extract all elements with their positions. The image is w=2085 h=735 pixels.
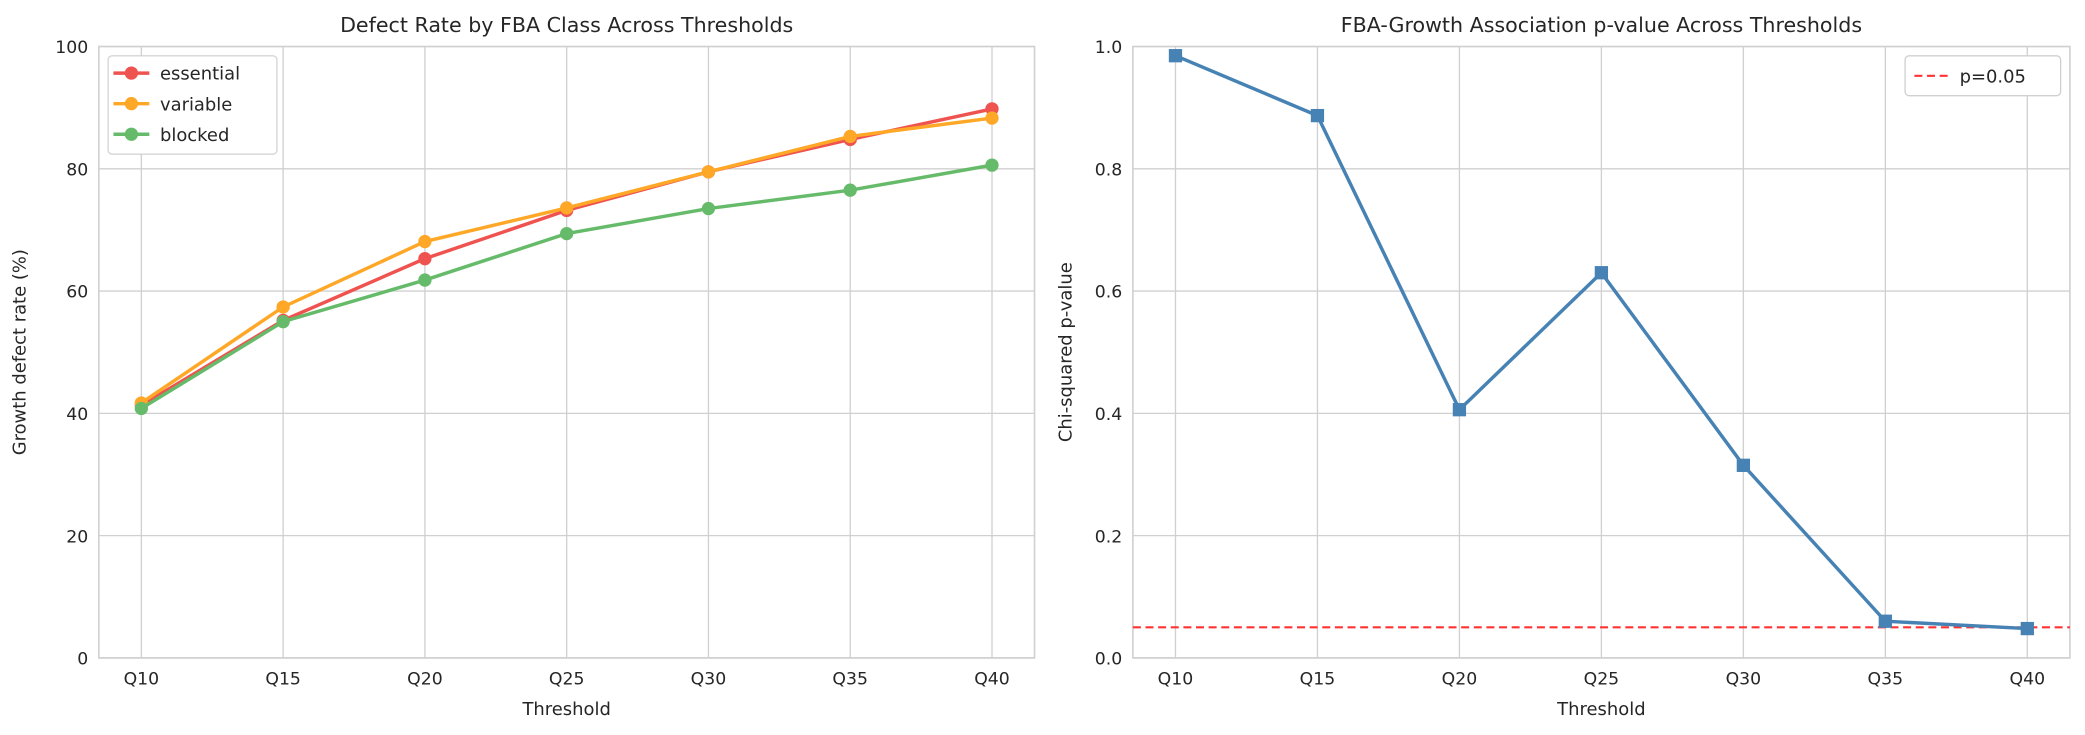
chart-2: Q10 Q15 Q20 Q25 Q30 Q35 Q40 0.0 0.2 0.4 0.6 0.8 1.0 F…	[1056, 13, 2071, 720]
data-point	[1878, 614, 1892, 628]
data-point	[276, 300, 290, 314]
y-axis-label: Growth defect rate (%)	[10, 249, 31, 455]
data-point	[1168, 49, 1183, 63]
data-point	[843, 183, 857, 197]
y-tick-label: 0.6	[1095, 283, 1122, 303]
data-point	[276, 315, 290, 329]
x-tick-label: Q20	[1442, 669, 1478, 689]
data-point	[1452, 403, 1467, 417]
data-point	[985, 102, 999, 116]
x-tick-label: Q40	[974, 669, 1010, 689]
y-tick-label: 0.8	[1095, 160, 1122, 180]
legend-frame	[1904, 55, 2062, 97]
series-blocked	[134, 158, 999, 416]
y-tick-label: 80	[66, 160, 88, 180]
x-tick-label: Q25	[549, 669, 585, 689]
data-point	[1594, 266, 1609, 280]
data-point	[985, 158, 999, 172]
series-variable	[134, 111, 999, 410]
y-tick-label: 0.4	[1095, 405, 1122, 425]
x-tick-label: Q25	[1584, 669, 1620, 689]
data-point	[843, 129, 857, 144]
legend-label: variable	[160, 94, 232, 115]
y-tick-label: 0.2	[1095, 527, 1122, 547]
x-axis-label: Threshold	[521, 699, 610, 720]
data-point	[418, 252, 432, 266]
y-axis-label: Chi-squared p-value	[1056, 262, 1077, 442]
y-tick-label: 60	[66, 283, 88, 303]
data-point	[701, 201, 716, 216]
y-tick-label: 1.0	[1095, 38, 1122, 58]
legend-label: p=0.05	[1960, 66, 2026, 87]
x-tick-label: Q40	[2010, 669, 2046, 689]
chart-title: FBA-Growth Association p-value Across Th…	[1341, 13, 1862, 37]
x-axis-label: Threshold	[1556, 699, 1645, 720]
legend-marker	[124, 66, 139, 80]
x-tick-label: Q20	[407, 669, 443, 689]
x-tick-label: Q10	[124, 669, 160, 689]
legend-marker	[124, 127, 139, 141]
series-p-value	[1168, 49, 2034, 636]
y-tick-label: 100	[55, 38, 88, 58]
data-point	[560, 226, 574, 241]
legend-frame	[107, 55, 278, 155]
plot-frame	[98, 45, 1036, 659]
data-point	[2020, 621, 2034, 636]
legend: essential variable blocked	[107, 55, 278, 155]
y-tick-label: 0.0	[1095, 650, 1122, 670]
data-point	[418, 234, 432, 249]
x-tick-label: Q35	[832, 669, 868, 689]
legend-label: blocked	[160, 125, 229, 146]
legend: p=0.05	[1904, 55, 2062, 97]
data-point	[418, 273, 432, 287]
y-tick-label: 0	[77, 650, 88, 670]
data-point	[701, 165, 716, 179]
data-point	[1736, 458, 1751, 472]
data-point	[1310, 108, 1325, 123]
plot-frame	[1132, 45, 2071, 659]
chart-1: Q10 Q15 Q20 Q25 Q30 Q35 Q40 0 20 40 60 80 100 Defect …	[10, 13, 1036, 720]
legend-marker	[124, 97, 139, 111]
y-tick-label: 20	[66, 527, 88, 547]
x-tick-label: Q15	[265, 669, 301, 689]
data-point	[560, 201, 574, 215]
data-point	[985, 111, 999, 125]
legend-label: essential	[160, 64, 240, 85]
data-point	[134, 401, 149, 416]
x-tick-label: Q30	[1726, 669, 1762, 689]
x-tick-label: Q35	[1868, 669, 1904, 689]
x-tick-label: Q30	[691, 669, 727, 689]
x-tick-label: Q15	[1300, 669, 1336, 689]
x-tick-label: Q10	[1158, 669, 1194, 689]
y-tick-label: 40	[66, 405, 88, 425]
chart-title: Defect Rate by FBA Class Across Threshol…	[340, 13, 793, 37]
